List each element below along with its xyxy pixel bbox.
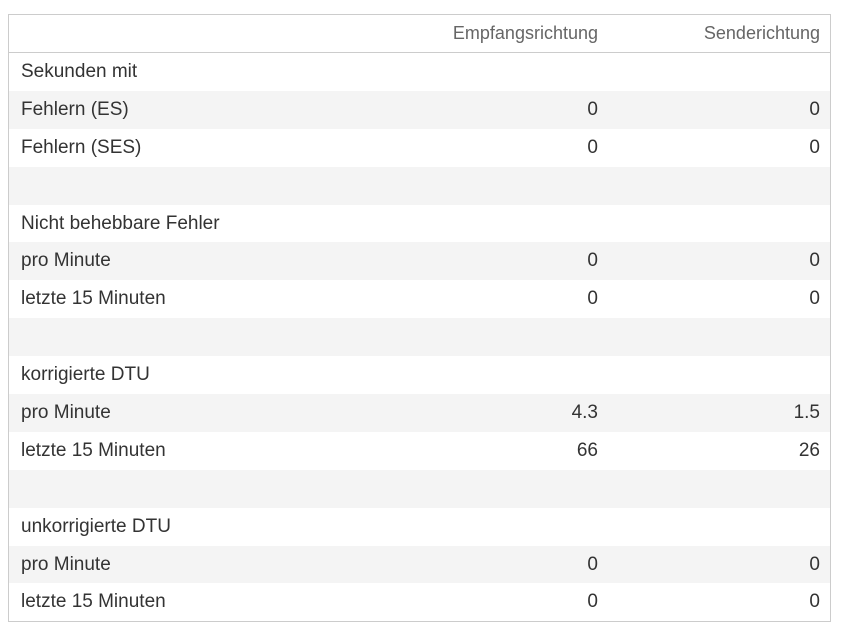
table-row [9, 166, 830, 205]
table-header: Empfangsrichtung Senderichtung [9, 15, 830, 53]
row-label: letzte 15 Minuten [21, 439, 166, 461]
table-row: Nicht behebbare Fehler [9, 205, 830, 243]
column-header-send: Senderichtung [703, 23, 820, 43]
receive-value: 0 [587, 288, 598, 310]
table-row: korrigierte DTU [9, 356, 830, 394]
row-label: letzte 15 Minuten [21, 591, 166, 613]
send-value: 26 [798, 439, 820, 461]
send-value: 0 [809, 136, 820, 158]
receive-value: 0 [587, 98, 598, 120]
table-row: Fehlern (ES) 0 0 [9, 90, 830, 129]
table-row: letzte 15 Minuten 66 26 [9, 432, 830, 470]
row-label: letzte 15 Minuten [21, 288, 166, 310]
send-value: 0 [809, 553, 820, 575]
receive-value: 0 [587, 591, 598, 613]
table-row: unkorrigierte DTU [9, 508, 830, 546]
receive-value: 4.3 [571, 401, 598, 423]
row-label: Fehlern (ES) [21, 98, 129, 120]
send-value: 0 [809, 250, 820, 272]
table-row: Fehlern (SES) 0 0 [9, 129, 830, 167]
row-label: korrigierte DTU [21, 364, 150, 386]
table-row [9, 318, 830, 357]
table-row: letzte 15 Minuten 0 0 [9, 583, 830, 621]
row-label: pro Minute [21, 401, 111, 423]
row-label: Fehlern (SES) [21, 136, 142, 158]
row-label: pro Minute [21, 553, 111, 575]
receive-value: 0 [587, 553, 598, 575]
send-value: 0 [809, 98, 820, 120]
send-value: 1.5 [793, 401, 820, 423]
send-value: 0 [809, 591, 820, 613]
receive-value: 0 [587, 136, 598, 158]
send-value: 0 [809, 288, 820, 310]
table-row: pro Minute 0 0 [9, 242, 830, 281]
table-row: letzte 15 Minuten 0 0 [9, 280, 830, 318]
receive-value: 0 [587, 250, 598, 272]
row-label: Sekunden mit [21, 60, 138, 82]
receive-value: 66 [576, 439, 598, 461]
table-row: pro Minute 0 0 [9, 545, 830, 584]
column-header-receive: Empfangsrichtung [452, 23, 598, 43]
table-row: Sekunden mit [9, 53, 830, 91]
table-row: pro Minute 4.3 1.5 [9, 394, 830, 432]
table-row [9, 469, 830, 508]
row-label: Nicht behebbare Fehler [21, 212, 220, 234]
row-label: pro Minute [21, 250, 111, 272]
line-stats-table: Empfangsrichtung Senderichtung Sekunden … [8, 14, 831, 623]
row-label: unkorrigierte DTU [21, 515, 171, 537]
